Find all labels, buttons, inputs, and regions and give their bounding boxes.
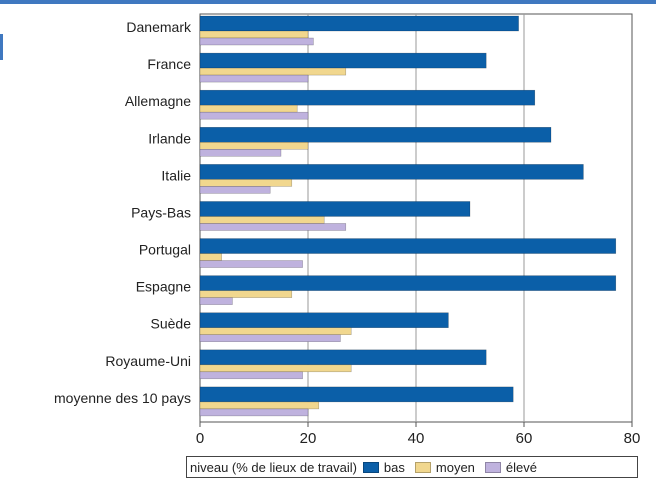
legend-swatch-moyen bbox=[414, 461, 431, 473]
category-label-royaume-uni: Royaume-Uni bbox=[105, 353, 191, 369]
x-tick-label-0: 0 bbox=[196, 430, 204, 447]
legend-swatch-eleve bbox=[484, 461, 501, 473]
x-tick-label-80: 80 bbox=[624, 430, 641, 447]
category-label-italie: Italie bbox=[161, 167, 191, 183]
bar-moyen-irlande bbox=[199, 142, 309, 150]
bar-eleve-irlande bbox=[199, 149, 282, 157]
bar-eleve-moyenne-des-10-pays bbox=[199, 408, 309, 417]
legend-swatch-bas bbox=[362, 461, 379, 473]
bar-bas-suede bbox=[199, 312, 449, 328]
x-tick-label-40: 40 bbox=[408, 430, 425, 447]
bars bbox=[199, 15, 617, 417]
bar-bas-portugal bbox=[199, 238, 617, 254]
legend-item-moyen: moyen bbox=[414, 459, 475, 475]
legend-label-eleve: élevé bbox=[505, 459, 537, 475]
x-axis-ticks: 0 20 40 60 80 bbox=[196, 422, 641, 447]
bar-moyen-royaume-uni bbox=[199, 364, 352, 373]
bar-moyen-portugal bbox=[199, 253, 222, 261]
bar-bas-irlande bbox=[199, 127, 552, 143]
category-label-portugal: Portugal bbox=[139, 242, 191, 258]
bar-bas-royaume-uni bbox=[199, 349, 487, 366]
bar-moyen-allemagne bbox=[199, 104, 298, 113]
bar-eleve-espagne bbox=[199, 297, 233, 305]
bar-eleve-danemark bbox=[199, 37, 314, 46]
bar-eleve-italie bbox=[199, 186, 271, 194]
bar-moyen-italie bbox=[199, 179, 293, 187]
category-label-france: France bbox=[147, 56, 191, 72]
bar-bas-moyenne-des-10-pays bbox=[199, 386, 514, 403]
category-label-suede: Suède bbox=[151, 316, 192, 332]
bar-eleve-portugal bbox=[199, 260, 303, 268]
bar-moyen-espagne bbox=[199, 290, 293, 298]
category-label-espagne: Espagne bbox=[136, 279, 191, 295]
bar-moyen-moyenne-des-10-pays bbox=[199, 401, 320, 410]
bar-bas-danemark bbox=[199, 15, 519, 32]
bar-eleve-royaume-uni bbox=[199, 371, 303, 380]
bar-moyen-pays-bas bbox=[199, 216, 325, 224]
bar-eleve-suede bbox=[199, 334, 341, 342]
bar-moyen-danemark bbox=[199, 30, 309, 39]
legend: niveau (% de lieux de travail) bas moyen… bbox=[186, 456, 638, 478]
bar-bas-espagne bbox=[199, 275, 617, 291]
top-accent-rule bbox=[0, 0, 656, 4]
x-tick-label-60: 60 bbox=[516, 430, 533, 447]
bar-bas-pays-bas bbox=[199, 201, 471, 217]
legend-item-eleve: élevé bbox=[484, 459, 537, 475]
legend-label-moyen: moyen bbox=[435, 459, 475, 475]
bar-bas-italie bbox=[199, 164, 584, 180]
bar-bas-france bbox=[199, 52, 487, 69]
legend-title: niveau (% de lieux de travail) bbox=[190, 459, 357, 475]
bar-moyen-suede bbox=[199, 327, 352, 335]
category-label-irlande: Irlande bbox=[148, 130, 191, 146]
category-labels: Danemark France Allemagne Irlande Italie Pays… bbox=[54, 19, 192, 406]
category-label-moyenne-des-10-pays: moyenne des 10 pays bbox=[54, 390, 191, 406]
bar-eleve-pays-bas bbox=[199, 223, 347, 231]
left-accent-mark bbox=[0, 34, 3, 60]
bar-bas-allemagne bbox=[199, 89, 536, 106]
legend-item-bas: bas bbox=[362, 459, 405, 475]
category-label-allemagne: Allemagne bbox=[125, 93, 191, 109]
category-label-danemark: Danemark bbox=[126, 19, 192, 35]
category-label-pays-bas: Pays-Bas bbox=[131, 204, 191, 220]
legend-label-bas: bas bbox=[383, 459, 405, 475]
bar-eleve-france bbox=[199, 74, 309, 83]
bar-eleve-allemagne bbox=[199, 111, 309, 120]
x-tick-label-20: 20 bbox=[300, 430, 317, 447]
bar-moyen-france bbox=[199, 67, 347, 76]
